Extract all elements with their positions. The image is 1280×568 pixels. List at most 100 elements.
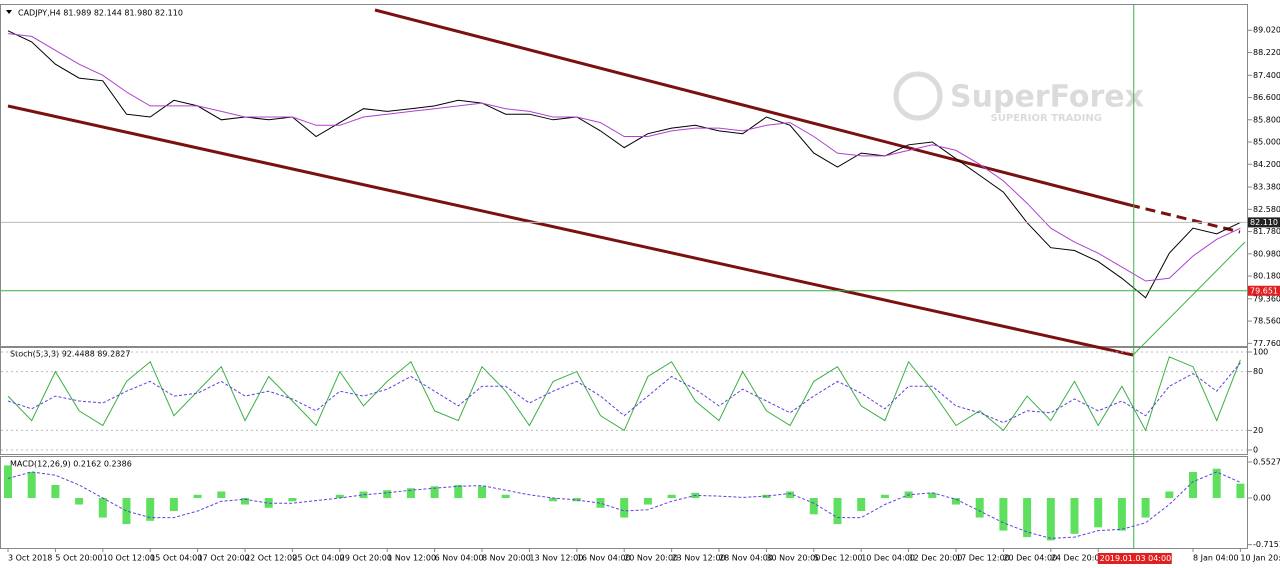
- stoch-title: Stoch(5,3,3) 92.4488 89.2827: [10, 350, 130, 359]
- macd-title: MACD(12,26,9) 0.2162 0.2386: [10, 460, 132, 469]
- x-tick-label: 25 Oct 04:00: [292, 554, 344, 563]
- x-tick-label: 20 Nov 20:00: [624, 554, 678, 563]
- macd-bar: [75, 498, 84, 505]
- x-tick-label: 22 Oct 12:00: [245, 554, 297, 563]
- macd-bar: [1046, 498, 1055, 541]
- x-tick-label: 3 Oct 2018: [8, 554, 52, 563]
- macd-bar: [999, 498, 1008, 531]
- stoch-panel: [0, 347, 1248, 455]
- macd-bar: [27, 471, 36, 499]
- x-tick-label: 20 Dec 04:00: [1003, 554, 1057, 563]
- macd-bar: [193, 494, 202, 499]
- x-tick-label: 29 Oct 20:00: [340, 554, 392, 563]
- macd-bar: [4, 465, 12, 499]
- last-price-label-bg: [1248, 217, 1280, 228]
- macd-bar: [430, 486, 439, 499]
- watermark: SuperForex SUPERIOR TRADING: [893, 71, 1144, 124]
- series-line: [7, 362, 1241, 424]
- x-tick-label: 10 Jan 20:00: [1240, 554, 1280, 563]
- y-tick-label: 80.980: [1253, 249, 1280, 258]
- y-tick-label: 82.580: [1253, 205, 1280, 214]
- y-tick-label: 78.560: [1253, 317, 1280, 326]
- macd-bar: [928, 492, 937, 499]
- macd-bar: [383, 490, 392, 499]
- macd-bar: [549, 498, 558, 502]
- macd-bar: [406, 488, 415, 499]
- macd-bar: [833, 498, 842, 525]
- crosshair-label-bg: [1097, 553, 1172, 564]
- macd-bar: [1117, 498, 1126, 531]
- watermark-subtitle: SUPERIOR TRADING: [991, 113, 1102, 124]
- watermark-text: SuperForex: [950, 80, 1144, 115]
- macd-bar: [264, 498, 273, 508]
- macd-bar: [762, 494, 771, 499]
- y-tick-label: 77.760: [1253, 339, 1280, 348]
- last-price-label: 82.110: [1250, 218, 1278, 227]
- y-tick-label: -0.7151: [1253, 540, 1280, 549]
- x-tick-label: 6 Nov 04:00: [435, 554, 484, 563]
- x-tick-label: 5 Oct 20:00: [55, 554, 102, 563]
- macd-bar: [880, 494, 889, 499]
- symbol-menu-arrow[interactable]: [6, 10, 12, 14]
- y-tick-label: 0.00: [1253, 494, 1271, 503]
- x-tick-label: 17 Dec 12:00: [956, 554, 1010, 563]
- macd-bar: [1236, 483, 1245, 499]
- macd-bar: [1070, 498, 1079, 534]
- y-tick-label: 85.000: [1253, 138, 1280, 147]
- y-tick-label: 80.180: [1253, 272, 1280, 281]
- macd-bar: [1094, 498, 1103, 528]
- y-tick-label: 88.220: [1253, 48, 1280, 57]
- macd-bar: [169, 498, 178, 512]
- macd-bar: [857, 498, 866, 512]
- x-tick-label: 23 Nov 12:00: [672, 554, 726, 563]
- macd-bar: [146, 498, 155, 521]
- channel-upper-projection: [1129, 203, 1241, 234]
- y-tick-label: 83.380: [1253, 183, 1280, 192]
- trendline: [1132, 241, 1246, 356]
- channel-lower: [7, 104, 1134, 357]
- horizontal-line-label: 79.651: [1250, 286, 1278, 295]
- y-tick-label: 85.800: [1253, 115, 1280, 124]
- macd-bar: [1165, 491, 1174, 499]
- macd-bar: [809, 498, 818, 515]
- macd-bar: [667, 494, 676, 499]
- y-tick-label: 0.5527: [1253, 457, 1280, 466]
- x-tick-label: 10 Oct 12:00: [103, 554, 155, 563]
- macd-bar: [643, 498, 652, 505]
- macd-bar: [596, 498, 605, 508]
- macd-bar: [335, 494, 344, 499]
- macd-bar: [501, 494, 510, 499]
- y-tick-label: 81.780: [1253, 227, 1280, 236]
- macd-bar: [288, 498, 297, 502]
- y-tick-label: 20: [1253, 426, 1263, 435]
- x-tick-label: 10 Dec 04:00: [861, 554, 915, 563]
- macd-bar: [786, 491, 795, 499]
- y-tick-label: 80: [1253, 367, 1263, 376]
- x-tick-label: 8 Jan 04:00: [1193, 554, 1239, 563]
- macd-bar: [572, 498, 581, 502]
- y-tick-label: 79.360: [1253, 294, 1280, 303]
- x-tick-label: 16 Nov 04:00: [577, 554, 631, 563]
- macd-bar: [1212, 468, 1221, 499]
- macd-bar: [454, 484, 463, 499]
- macd-bar: [975, 498, 984, 518]
- macd-bar: [1023, 498, 1032, 538]
- x-tick-label: 15 Oct 04:00: [150, 554, 202, 563]
- watermark-logo: [893, 71, 943, 121]
- y-tick-label: 86.600: [1253, 93, 1280, 102]
- series-line: [7, 356, 1241, 432]
- x-tick-label: 28 Nov 04:00: [719, 554, 773, 563]
- x-tick-label: 30 Nov 20:00: [766, 554, 820, 563]
- horizontal-line-label-bg: [1248, 285, 1280, 296]
- series-line: [7, 33, 1241, 282]
- macd-bar: [620, 498, 629, 518]
- x-tick-label: 5 Dec 12:00: [814, 554, 863, 563]
- macd-bar: [122, 498, 131, 525]
- x-tick-label: 24 Dec 20:00: [1051, 554, 1105, 563]
- x-tick-label: 17 Oct 20:00: [198, 554, 250, 563]
- macd-bar: [51, 484, 60, 499]
- macd-bar: [478, 486, 486, 499]
- y-tick-label: 89.020: [1253, 26, 1280, 35]
- macd-bar: [952, 498, 960, 505]
